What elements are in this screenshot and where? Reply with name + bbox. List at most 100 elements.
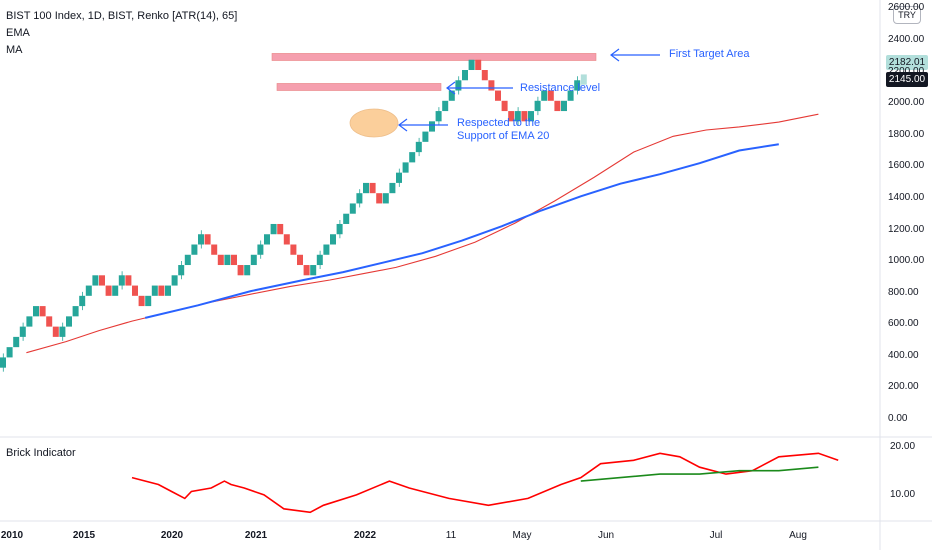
brick	[105, 285, 112, 296]
annotation-first-target: First Target Area	[669, 48, 750, 60]
brick	[125, 275, 132, 286]
brick	[389, 182, 396, 194]
brick	[343, 213, 350, 224]
brick	[580, 74, 587, 85]
brick	[310, 265, 317, 276]
brick	[112, 285, 119, 296]
legend-ema[interactable]: EMA	[6, 27, 30, 39]
indicator-green-line	[580, 466, 819, 482]
brick	[118, 275, 125, 286]
brick	[211, 244, 218, 255]
time-tick-label: Aug	[789, 530, 807, 541]
brick	[277, 223, 284, 235]
brick	[349, 203, 356, 214]
arrow-first-target-head	[610, 48, 620, 62]
brick	[165, 285, 171, 296]
brick	[303, 265, 310, 276]
brick	[323, 244, 330, 255]
brick	[250, 254, 257, 266]
brick	[217, 254, 224, 266]
brick	[264, 234, 270, 245]
brick	[151, 285, 158, 296]
brick	[574, 80, 581, 91]
legend-ma[interactable]: MA	[6, 44, 23, 56]
brick	[409, 152, 416, 163]
brick	[257, 244, 264, 255]
brick	[495, 90, 501, 101]
time-tick-label: 2015	[72, 530, 96, 541]
brick	[369, 182, 376, 194]
brick	[528, 111, 534, 122]
brick	[402, 162, 409, 173]
brick	[488, 80, 495, 91]
arrow-support-head	[398, 118, 408, 132]
brick	[198, 234, 204, 245]
brick	[33, 306, 39, 317]
brick	[145, 295, 152, 307]
brick	[316, 254, 323, 266]
price-tick-label: 1800.00	[888, 128, 925, 140]
price-tick-label: 2000.00	[888, 97, 925, 109]
brick	[19, 326, 26, 337]
zone-layer	[271, 53, 597, 91]
arrow-resistance-head	[446, 81, 456, 95]
brick	[422, 131, 429, 142]
brick	[554, 100, 561, 112]
brick	[514, 111, 521, 122]
level-price-tag: 2145.00	[886, 72, 928, 87]
price-tick-label: 1600.00	[888, 160, 925, 172]
price-tick-label: 600.00	[888, 318, 919, 330]
time-tick-label: 2020	[160, 530, 184, 541]
legend-title: BIST 100 Index, 1D, BIST, Renko [ATR(14)…	[6, 10, 238, 22]
brick	[468, 59, 475, 71]
brick	[171, 275, 178, 286]
brick	[448, 90, 455, 101]
brick	[567, 90, 574, 101]
annotation-support-line1: Respected to the	[457, 117, 541, 129]
time-tick-label: 2022	[353, 530, 377, 541]
indicator-layer	[131, 452, 839, 514]
indicator-red-line	[131, 452, 839, 514]
price-tick-label: 200.00	[888, 381, 919, 393]
time-tick-label: 2021	[244, 530, 268, 541]
price-tick-label: 1000.00	[888, 255, 925, 267]
zone-1	[276, 83, 442, 91]
brick	[290, 244, 297, 255]
brick	[224, 254, 231, 266]
brick	[534, 100, 541, 112]
brick	[59, 326, 66, 337]
legend-indicator[interactable]: Brick Indicator	[6, 447, 76, 459]
brick	[442, 100, 449, 112]
annotation-resistance: Resistance level	[520, 82, 601, 94]
time-tick-label: Jul	[709, 530, 723, 541]
brick	[79, 295, 86, 307]
brick	[330, 234, 336, 245]
brick	[376, 193, 383, 204]
brick	[501, 100, 508, 112]
brick	[396, 172, 402, 183]
brick	[99, 275, 105, 286]
brick	[184, 254, 191, 266]
brick	[283, 234, 290, 245]
brick	[481, 70, 488, 81]
time-tick-label: May	[512, 530, 532, 541]
price-tick-label: 1200.00	[888, 223, 925, 235]
brick	[52, 326, 59, 337]
last-price-tag: 2182.01	[886, 55, 928, 70]
brick	[92, 275, 99, 286]
brick	[191, 244, 198, 255]
brick	[0, 357, 6, 368]
brick	[521, 111, 528, 122]
brick	[356, 193, 363, 204]
brick	[561, 100, 567, 112]
brick	[6, 347, 13, 358]
brick-layer	[0, 59, 587, 372]
brick	[237, 265, 244, 276]
brick	[85, 285, 92, 296]
brick	[475, 59, 482, 71]
time-tick-label: 2010	[0, 530, 24, 541]
currency-button[interactable]: TRY	[893, 6, 921, 24]
brick	[435, 111, 442, 122]
